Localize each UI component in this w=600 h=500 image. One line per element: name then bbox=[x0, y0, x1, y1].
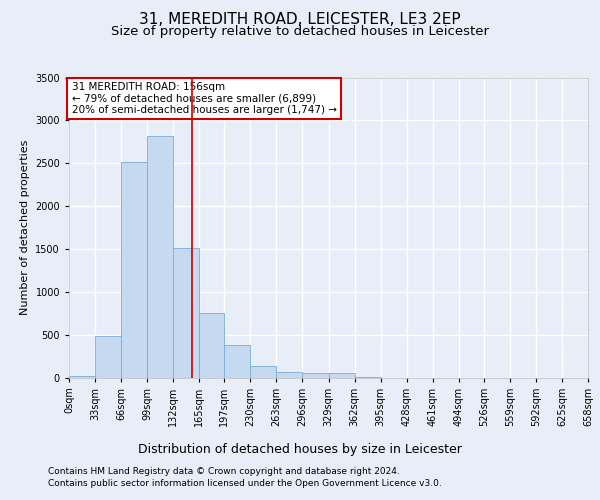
Bar bbox=[329, 373, 355, 378]
Text: 31, MEREDITH ROAD, LEICESTER, LE3 2EP: 31, MEREDITH ROAD, LEICESTER, LE3 2EP bbox=[139, 12, 461, 28]
Text: Size of property relative to detached houses in Leicester: Size of property relative to detached ho… bbox=[111, 25, 489, 38]
Text: 31 MEREDITH ROAD: 156sqm
← 79% of detached houses are smaller (6,899)
20% of sem: 31 MEREDITH ROAD: 156sqm ← 79% of detach… bbox=[71, 82, 337, 115]
Bar bbox=[173, 248, 199, 378]
Bar bbox=[277, 372, 302, 378]
Bar bbox=[95, 336, 121, 378]
Bar bbox=[121, 162, 147, 378]
Bar bbox=[224, 345, 250, 378]
Bar bbox=[250, 366, 277, 378]
Text: Distribution of detached houses by size in Leicester: Distribution of detached houses by size … bbox=[138, 442, 462, 456]
Bar bbox=[69, 376, 95, 378]
Bar bbox=[199, 313, 224, 378]
Y-axis label: Number of detached properties: Number of detached properties bbox=[20, 140, 29, 315]
Text: Contains HM Land Registry data © Crown copyright and database right 2024.: Contains HM Land Registry data © Crown c… bbox=[48, 468, 400, 476]
Text: Contains public sector information licensed under the Open Government Licence v3: Contains public sector information licen… bbox=[48, 479, 442, 488]
Bar bbox=[302, 373, 329, 378]
Bar bbox=[147, 136, 173, 378]
